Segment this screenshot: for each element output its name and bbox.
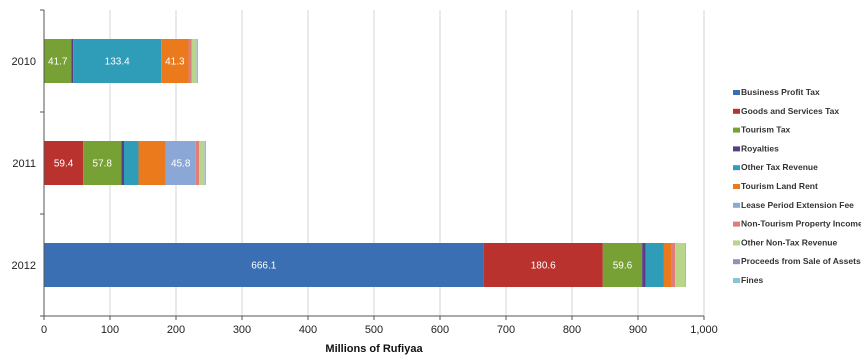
legend-swatch-fines <box>733 278 740 283</box>
bar-2010-tourism-tax <box>44 39 72 83</box>
legend-swatch-other-tax-revenue <box>733 165 740 171</box>
legend-label-non-tourism-property-income: Non-Tourism Property Income <box>741 219 861 229</box>
legend-label-tourism-land-rent: Tourism Land Rent <box>741 181 818 191</box>
legend-item-goods-and-services-tax: Goods and Services Tax <box>733 106 839 116</box>
bar-2011-fines <box>204 141 207 185</box>
x-tick-label-200: 200 <box>167 324 185 336</box>
bar-2011-tourism-tax <box>83 141 122 185</box>
x-tick-label-300: 300 <box>233 324 251 336</box>
bar-2012-goods-and-services-tax <box>483 243 603 287</box>
x-tick-label-600: 600 <box>431 324 449 336</box>
data-label-2010-tourism-tax: 41.7 <box>48 57 68 68</box>
legend-item-other-non-tax-revenue: Other Non-Tax Revenue <box>733 237 837 247</box>
legend-label-other-tax-revenue: Other Tax Revenue <box>741 162 818 172</box>
legend-label-fines: Fines <box>741 275 763 285</box>
legend-label-goods-and-services-tax: Goods and Services Tax <box>741 106 839 116</box>
data-label-2010-tourism-land-rent: 41.3 <box>165 57 185 68</box>
bar-2012-non-tourism-property-income <box>671 243 676 287</box>
legend-label-tourism-tax: Tourism Tax <box>741 125 791 135</box>
x-tick-label-500: 500 <box>365 324 383 336</box>
legend-swatch-goods-and-services-tax <box>733 108 740 114</box>
legend-item-tourism-land-rent: Tourism Land Rent <box>733 181 818 191</box>
legend-swatch-lease-period-extension-fee <box>733 202 740 208</box>
bar-2012-fines <box>685 243 687 287</box>
x-tick-label-700: 700 <box>497 324 515 336</box>
data-label-2011-lease-period-extension-fee: 45.8 <box>171 159 191 170</box>
bar-2010-other-tax-revenue <box>73 39 162 83</box>
x-tick-label-1000: 1,000 <box>690 324 718 336</box>
legend-swatch-non-tourism-property-income <box>733 221 740 227</box>
legend-swatch-tourism-land-rent <box>733 184 740 189</box>
legend: Business Profit Tax Goods and Services Ta… <box>733 87 861 285</box>
bar-2012-business-profit-tax <box>44 243 484 287</box>
legend-label-lease-period-extension-fee: Lease Period Extension Fee <box>741 200 854 210</box>
x-tick-label-800: 800 <box>563 324 581 336</box>
legend-item-other-tax-revenue: Other Tax Revenue <box>733 162 818 172</box>
bar-2010-royalties <box>71 39 74 83</box>
bar-2011-tourism-land-rent <box>138 141 166 185</box>
legend-item-proceeds-from-sale-of-assets: Proceeds from Sale of Assets <box>733 256 861 266</box>
legend-label-proceeds-from-sale-of-assets: Proceeds from Sale of Assets <box>741 256 861 266</box>
bar-2011-goods-and-services-tax <box>44 141 84 185</box>
bar-2011-other-non-tax-revenue <box>199 141 205 185</box>
x-tick-label-100: 100 <box>101 324 119 336</box>
bar-2010-fines <box>196 39 199 83</box>
bar-2010-non-tourism-property-income <box>188 39 192 83</box>
axes: 0 100 200 300 400 500 600 700 800 900 1,000 2010 201… <box>12 9 718 336</box>
legend-swatch-proceeds-from-sale-of-assets <box>733 259 740 265</box>
legend-swatch-other-non-tax-revenue <box>733 240 740 246</box>
bar-2012-other-non-tax-revenue <box>675 243 686 287</box>
legend-item-royalties: Royalties <box>733 143 779 153</box>
data-label-2011-tourism-tax: 57.8 <box>93 159 113 170</box>
y-category-label-2010: 2010 <box>12 56 36 68</box>
bar-2012-tourism-land-rent <box>663 243 672 287</box>
bar-2012-other-tax-revenue <box>645 243 664 287</box>
y-category-label-2012: 2012 <box>12 260 36 272</box>
bar-2011-royalties <box>121 141 124 185</box>
y-category-label-2011: 2011 <box>12 158 36 170</box>
bar-labels: 41.7 133.4 41.3 59.4 57.8 45.8 666.1 180.6 59.6 <box>48 57 633 272</box>
data-label-2012-goods-and-services-tax: 180.6 <box>531 261 556 272</box>
legend-swatch-tourism-tax <box>733 127 740 133</box>
legend-item-tourism-tax: Tourism Tax <box>733 125 791 135</box>
legend-label-royalties: Royalties <box>741 143 779 153</box>
x-tick-label-0: 0 <box>41 324 47 336</box>
bar-2011-non-tourism-property-income <box>195 141 200 185</box>
bar-2010-other-non-tax-revenue <box>191 39 197 83</box>
legend-item-lease-period-extension-fee: Lease Period Extension Fee <box>733 200 854 210</box>
x-tick-label-900: 900 <box>629 324 647 336</box>
bar-2012-tourism-tax <box>602 243 643 287</box>
bar-2011-lease-period-extension-fee <box>165 141 196 185</box>
legend-item-business-profit-tax: Business Profit Tax <box>733 87 820 97</box>
legend-label-other-non-tax-revenue: Other Non-Tax Revenue <box>741 237 837 247</box>
bar-2011-other-tax-revenue <box>123 141 139 185</box>
data-label-2012-business-profit-tax: 666.1 <box>251 261 276 272</box>
data-label-2012-tourism-tax: 59.6 <box>613 261 633 272</box>
bars <box>44 39 687 287</box>
bar-2012-royalties <box>642 243 646 287</box>
data-label-2011-goods-and-services-tax: 59.4 <box>54 159 74 170</box>
legend-swatch-royalties <box>733 146 740 152</box>
legend-item-non-tourism-property-income: Non-Tourism Property Income <box>733 219 861 229</box>
data-label-2010-other-tax-revenue: 133.4 <box>105 57 130 68</box>
x-axis-title: Millions of Rufiyaa <box>325 343 423 355</box>
legend-swatch-business-profit-tax <box>733 90 740 95</box>
bar-2010-tourism-land-rent <box>161 39 189 83</box>
legend-item-fines: Fines <box>733 275 763 285</box>
legend-label-business-profit-tax: Business Profit Tax <box>741 87 820 97</box>
x-tick-label-400: 400 <box>299 324 317 336</box>
